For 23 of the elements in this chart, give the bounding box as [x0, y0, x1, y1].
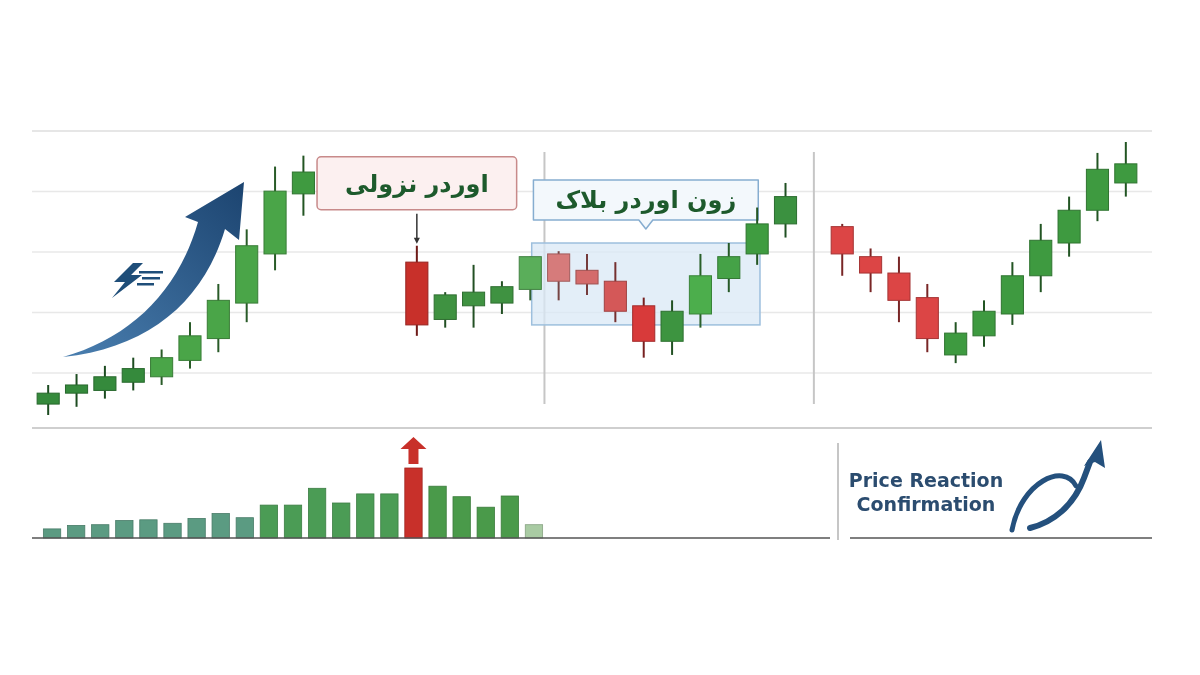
bar: [187, 518, 206, 539]
bar: [524, 524, 544, 539]
bar: [115, 520, 134, 539]
text: Price Reaction Confirmation: [848, 469, 1004, 515]
bar: [283, 504, 303, 539]
bar: [476, 506, 495, 539]
bar: [308, 487, 327, 539]
bar: [163, 522, 182, 539]
bar: [332, 502, 351, 539]
band-label: زون اوردر بلاک: [555, 186, 737, 215]
bar: [235, 517, 254, 539]
bar: [356, 493, 375, 539]
bar: [452, 496, 471, 539]
bar: [42, 528, 62, 539]
bar: [428, 485, 447, 539]
bar: [380, 493, 399, 539]
bar: [259, 504, 278, 539]
annotation: اوردر نزولی: [345, 170, 489, 199]
bar: [91, 524, 110, 539]
bar: [139, 519, 158, 539]
bar: [211, 513, 230, 539]
bar: [500, 495, 519, 539]
bar: [404, 467, 423, 539]
